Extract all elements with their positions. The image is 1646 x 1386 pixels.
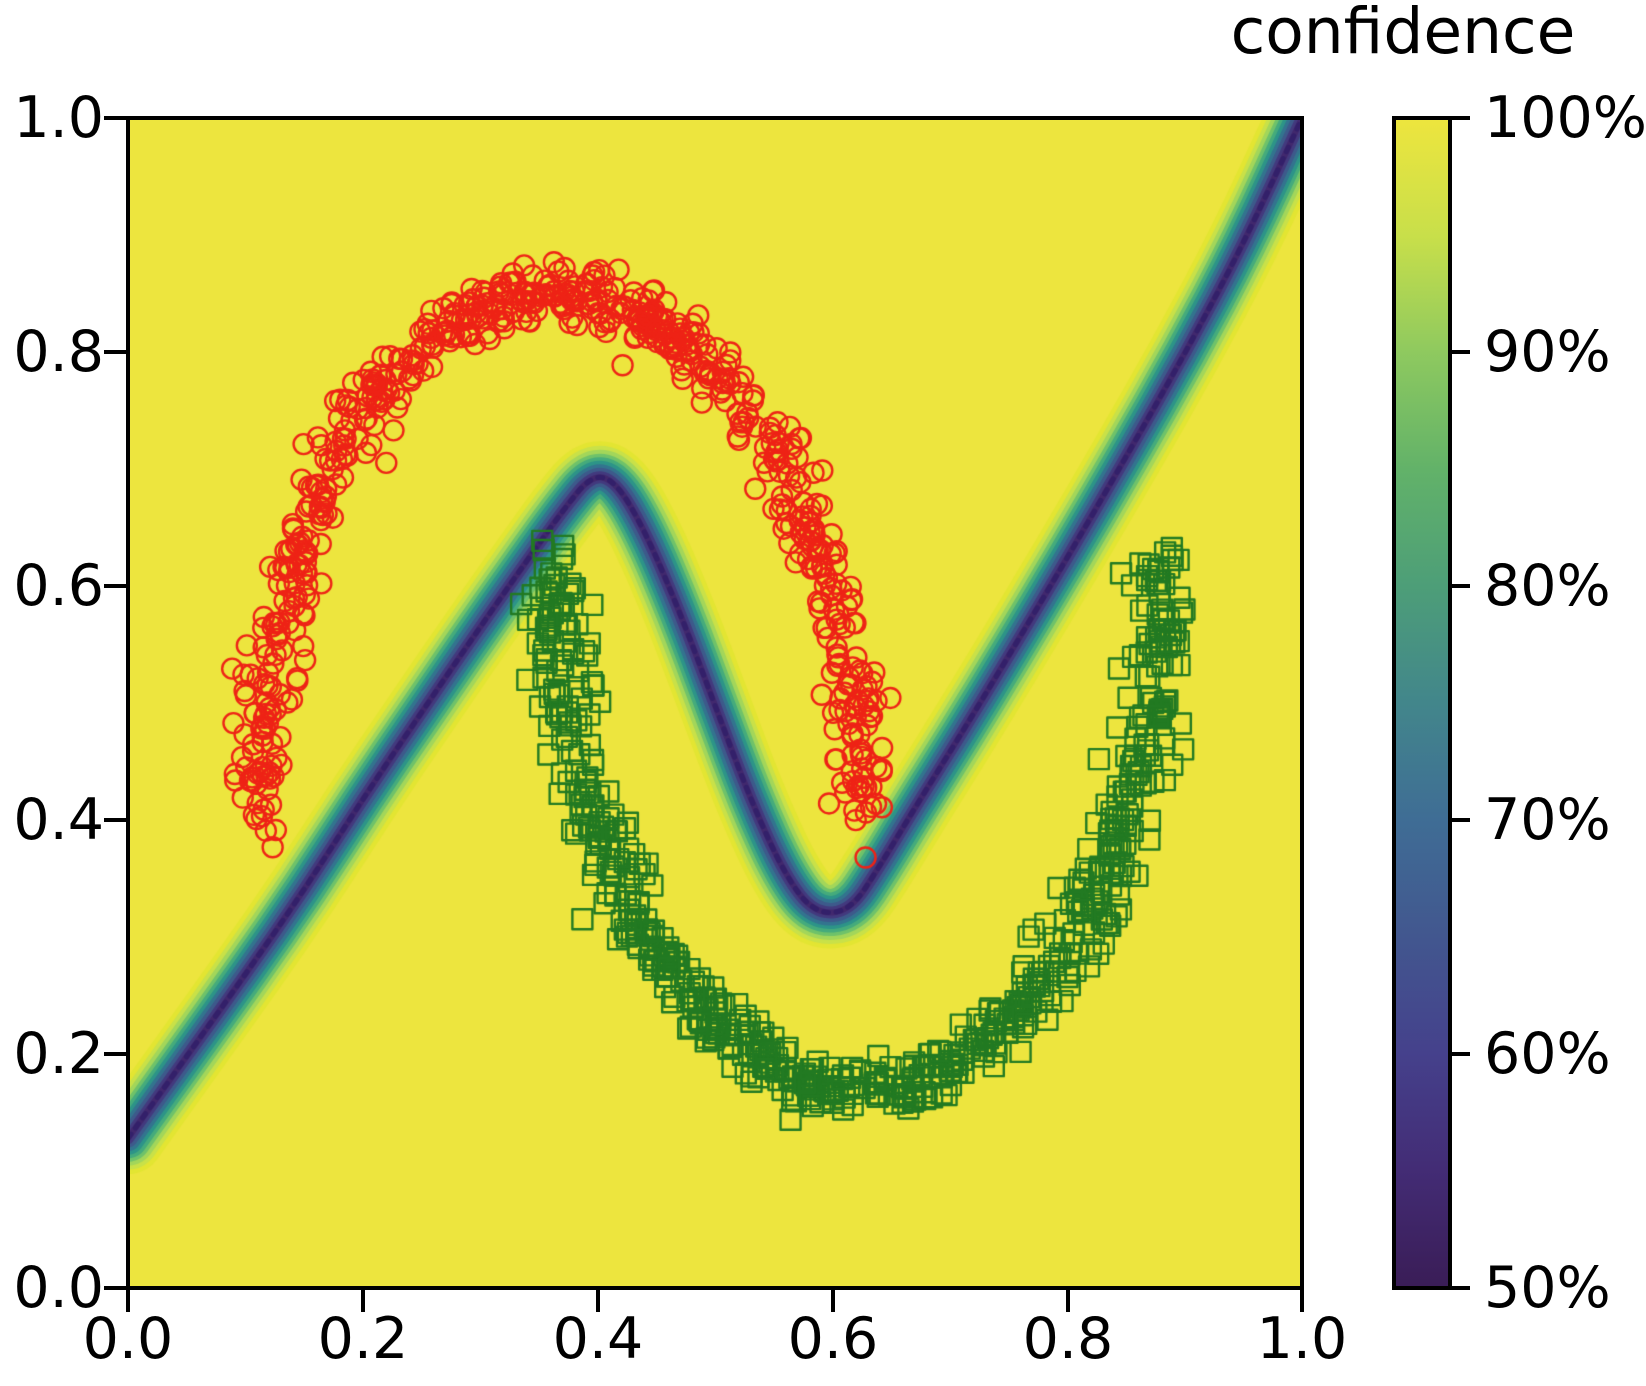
x-tick-mark [1300, 1288, 1304, 1312]
x-tick-mark [1066, 1288, 1070, 1312]
x-tick-label: 0.0 [82, 1306, 174, 1372]
plot-area [128, 118, 1302, 1288]
x-tick-mark [126, 1288, 130, 1312]
colorbar-tick-mark [1448, 584, 1470, 588]
y-tick-label: 0.4 [13, 787, 104, 853]
y-tick-mark [104, 350, 128, 354]
x-tick-label: 0.6 [787, 1306, 879, 1372]
x-tick-label: 0.4 [552, 1306, 644, 1372]
y-tick-label: 1.0 [13, 85, 104, 151]
x-tick-mark [831, 1288, 835, 1312]
colorbar-tick-label: 100% [1484, 85, 1646, 151]
colorbar-title: confidence [1230, 0, 1576, 68]
y-tick-label: 0.2 [13, 1021, 104, 1087]
colorbar-tick-mark [1448, 350, 1470, 354]
colorbar-tick-label: 70% [1484, 787, 1611, 853]
colorbar-tick-label: 50% [1484, 1255, 1611, 1321]
y-tick-label: 0.6 [13, 553, 104, 619]
x-tick-label: 0.2 [317, 1306, 409, 1372]
colorbar-tick-mark [1448, 116, 1470, 120]
colorbar-gradient [1392, 116, 1452, 1290]
colorbar-tick-mark [1448, 818, 1470, 822]
colorbar-tick-mark [1448, 1052, 1470, 1056]
y-tick-mark [104, 1052, 128, 1056]
y-tick-mark [104, 1286, 128, 1290]
colorbar-tick-mark [1448, 1286, 1470, 1290]
y-tick-mark [104, 116, 128, 120]
colorbar-tick-label: 60% [1484, 1021, 1611, 1087]
x-tick-mark [361, 1288, 365, 1312]
y-tick-label: 0.8 [13, 319, 104, 385]
x-tick-mark [596, 1288, 600, 1312]
y-tick-mark [104, 584, 128, 588]
x-tick-label: 1.0 [1256, 1306, 1348, 1372]
y-tick-mark [104, 818, 128, 822]
colorbar-tick-label: 90% [1484, 319, 1611, 385]
y-tick-label: 0.0 [13, 1255, 104, 1321]
x-tick-label: 0.8 [1022, 1306, 1114, 1372]
colorbar-tick-label: 80% [1484, 553, 1611, 619]
